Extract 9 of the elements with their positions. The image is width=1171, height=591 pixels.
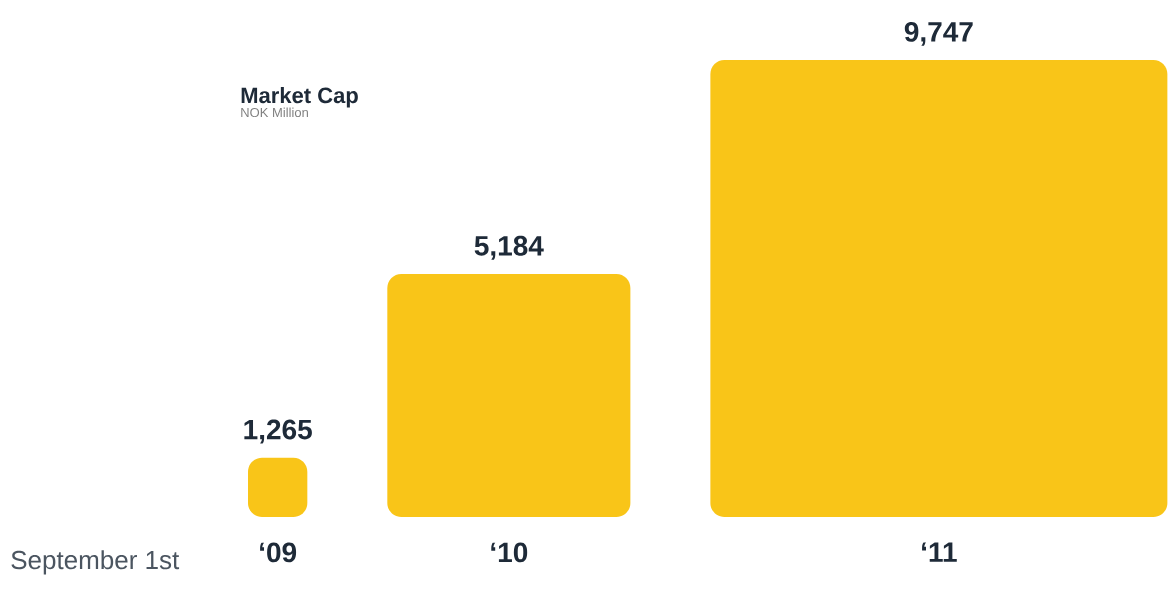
text: Market Cap [241,87,358,108]
data-label: 9,747 [904,21,973,46]
x-tick-label: ‘11 [922,542,957,562]
data-label: 1,265 [244,419,312,444]
x-axis-title: September 1st [11,550,180,575]
x-tick-label: ‘09 [260,542,297,563]
x-tick-label: ‘10 [491,542,528,563]
data-label: 5,184 [474,235,544,260]
text: NOK Million [241,107,308,118]
